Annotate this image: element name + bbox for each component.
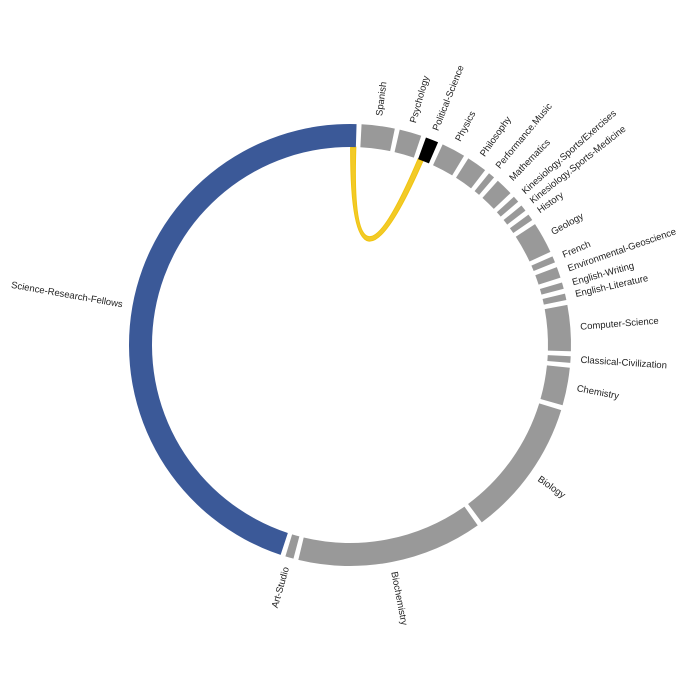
segment-arc-computer-science[interactable] [544, 304, 571, 352]
segment-label-art-studio: Art-Studio [270, 566, 292, 610]
segment-label-biology: Biology [535, 474, 567, 501]
segment-arc-english-literature[interactable] [542, 293, 567, 305]
segment-arc-chemistry[interactable] [540, 365, 570, 406]
segment-arc-environmental-geoscience[interactable] [535, 267, 561, 285]
segment-arc-performance-music[interactable] [474, 173, 495, 195]
segment-label-science-research-fellows: Science-Research-Fellows [10, 280, 123, 310]
segment-arc-mathematics[interactable] [482, 180, 511, 209]
segment-label-geology: Geology [549, 211, 585, 238]
chord-link-science-research-fellows-political-science[interactable] [350, 146, 424, 242]
segment-arc-kinesiology-sports-exercises[interactable] [496, 196, 519, 217]
segment-arc-physics[interactable] [433, 144, 465, 176]
segment-arc-philosophy[interactable] [456, 158, 486, 189]
segment-arc-biochemistry[interactable] [298, 506, 478, 566]
segment-label-physics: Physics [453, 109, 478, 143]
chord-labels: Spanish PsychologyPolitical-SciencePhysic… [10, 64, 677, 627]
segment-arc-science-research-fellows[interactable] [128, 124, 357, 555]
segment-arc-french[interactable] [531, 256, 555, 272]
chord-segments [128, 124, 571, 566]
segment-label-computer-science: Computer-Science [580, 316, 659, 333]
segment-arc-art-studio[interactable] [285, 534, 300, 559]
segment-label-psychology: Psychology [408, 74, 432, 124]
segment-label-chemistry: Chemistry [576, 383, 620, 402]
segment-arc-kinesiology-sports-medicine[interactable] [503, 205, 526, 225]
segment-label-biochemistry: Biochemistry [388, 571, 409, 627]
segment-arc-biology[interactable] [468, 403, 562, 523]
segment-label-classical-civilization: Classical-Civilization [580, 355, 667, 372]
segment-arc-history[interactable] [509, 214, 533, 233]
segment-arc-psychology[interactable] [394, 129, 422, 158]
segment-arc-political-science[interactable] [418, 137, 439, 164]
segment-arc-english-writing[interactable] [539, 282, 564, 295]
segment-arc-geology[interactable] [515, 224, 551, 262]
segment-arc-spanish[interactable] [360, 124, 395, 152]
segment-arc-classical-civilization[interactable] [547, 355, 571, 363]
segment-label-spanish: Spanish [374, 81, 389, 116]
segment-label-kinesiology-sports-medicine: Kinesiology.Sports-Medicine [528, 124, 628, 206]
